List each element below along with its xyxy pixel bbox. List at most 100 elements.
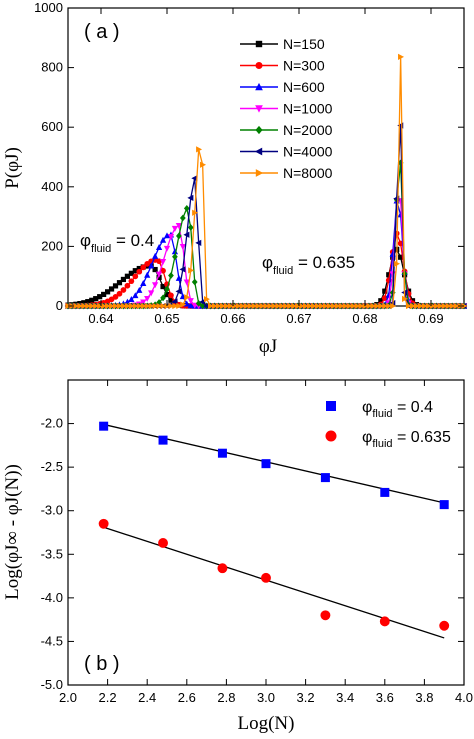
legend-entry: φfluid = 0.4 (362, 399, 433, 420)
data-point (207, 302, 214, 310)
data-point (120, 302, 127, 310)
data-point (136, 302, 143, 310)
data-point (239, 302, 246, 310)
data-point (85, 302, 92, 310)
panel-a-label: ( a ) (84, 21, 120, 43)
annotation-phi-subscript: fluid (273, 265, 293, 277)
y-tick-label: 1000 (34, 0, 63, 15)
data-point (380, 487, 390, 497)
legend-phi-symbol: φ (362, 429, 372, 446)
data-point (453, 302, 460, 310)
data-point (171, 298, 178, 305)
x-tick-label: 2.2 (99, 690, 117, 705)
data-point (441, 302, 448, 310)
data-point (382, 302, 389, 310)
data-point (144, 271, 151, 278)
annotation-phi-subscript: fluid (91, 243, 111, 255)
data-point (199, 302, 206, 310)
data-point (326, 302, 333, 310)
data-point (283, 302, 290, 310)
data-point (310, 302, 317, 310)
y-tick-label: -2.0 (41, 416, 63, 431)
data-point (97, 302, 104, 310)
legend-marker (255, 61, 263, 70)
y-tick-label: -3.5 (41, 546, 63, 561)
panel-b-x-axis-label: Log(N) (238, 713, 295, 734)
data-point (144, 302, 151, 310)
data-point (168, 272, 174, 279)
data-point (140, 264, 147, 271)
data-point (223, 302, 230, 310)
x-tick-label: 3.0 (257, 690, 275, 705)
data-point (93, 296, 99, 302)
series-n-8000 (65, 53, 468, 310)
data-point (128, 270, 134, 276)
data-point (390, 302, 397, 310)
x-tick-label: 3.8 (415, 690, 433, 705)
data-point (370, 302, 377, 310)
data-point (152, 252, 159, 259)
data-point (275, 302, 282, 310)
data-point (358, 302, 365, 310)
data-point (437, 302, 444, 310)
y-tick-label: -5.0 (41, 677, 63, 692)
data-point (171, 225, 179, 232)
data-point (172, 253, 178, 261)
data-point (175, 288, 182, 295)
data-point (318, 302, 325, 310)
data-point (382, 288, 388, 294)
data-point (320, 610, 331, 621)
data-point (179, 266, 186, 273)
data-point (112, 283, 119, 289)
data-point (180, 301, 187, 308)
legend-marker (255, 125, 263, 135)
data-point (211, 302, 218, 310)
data-point (279, 302, 286, 310)
x-tick-label: 4.0 (455, 690, 473, 705)
data-point (195, 239, 202, 247)
legend-marker (326, 401, 336, 411)
data-point (171, 248, 179, 255)
y-tick-label: 400 (41, 179, 63, 194)
legend-subscript: fluid (372, 408, 392, 420)
y-tick-label: 200 (41, 238, 63, 253)
data-point (168, 292, 174, 299)
data-point (183, 204, 190, 212)
data-point (140, 302, 147, 310)
legend-entry: N=1000 (240, 101, 333, 117)
data-point (160, 294, 166, 302)
data-point (124, 282, 131, 289)
data-point (366, 302, 373, 310)
legend-entry: φfluid = 0.635 (362, 429, 451, 450)
annotation-value: = 0.4 (111, 231, 154, 250)
data-point (350, 302, 357, 310)
data-point (168, 302, 175, 310)
legend-phi-symbol: φ (362, 399, 372, 416)
legend-marker (255, 105, 263, 113)
data-point (299, 302, 306, 310)
x-tick-label: 2.8 (217, 690, 235, 705)
data-point (128, 302, 135, 310)
data-point (398, 254, 404, 260)
data-point (227, 302, 234, 310)
data-point (405, 302, 412, 310)
data-point (322, 302, 329, 310)
data-point (409, 302, 416, 310)
data-point (251, 302, 258, 310)
y-tick-label: -4.5 (41, 633, 63, 648)
x-tick-label: 2.0 (59, 690, 77, 705)
data-point (295, 302, 302, 310)
data-point (140, 280, 147, 287)
data-point (152, 302, 159, 310)
data-point (187, 302, 194, 309)
y-tick-label: -3.0 (41, 503, 63, 518)
data-point (199, 298, 206, 305)
data-point (140, 299, 147, 306)
data-point (187, 298, 194, 305)
legend-marker (254, 147, 263, 156)
data-point (124, 273, 130, 279)
annotation-phi-symbol: φ (80, 231, 91, 250)
data-point (160, 283, 166, 290)
data-point (255, 302, 262, 310)
